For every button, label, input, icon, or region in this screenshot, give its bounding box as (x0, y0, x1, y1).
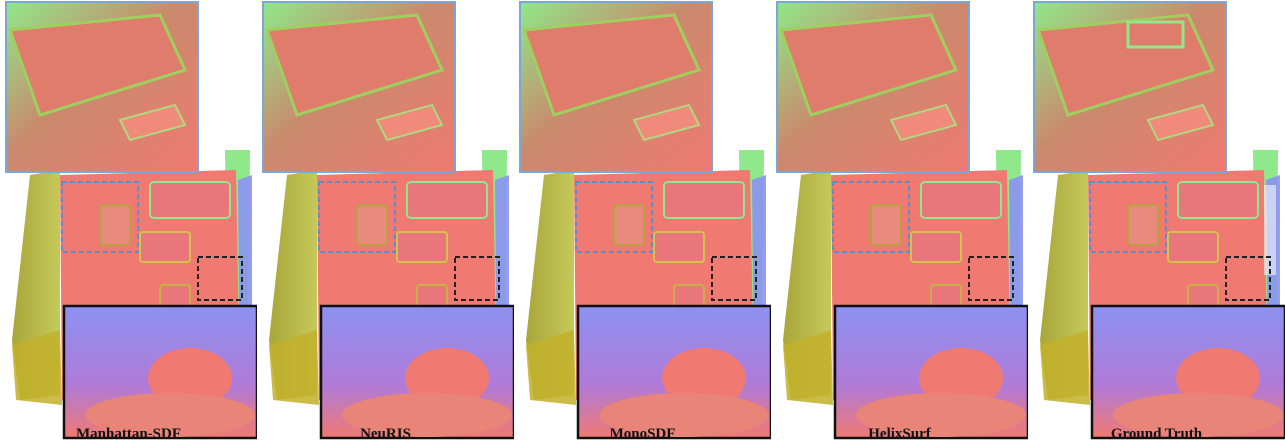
zoom-floor-blob (85, 393, 255, 437)
cabinet (356, 204, 388, 246)
chair (159, 284, 191, 308)
zoom-region-top (61, 181, 139, 253)
zoom-piano (521, 13, 702, 117)
panel-render (776, 1, 1028, 440)
method-caption: MonoSDF (609, 426, 676, 442)
chair (1187, 284, 1219, 308)
zoom-chair-seat (148, 348, 232, 408)
zoom-chair-seat (662, 348, 746, 408)
cabinet (99, 204, 131, 246)
panel-manhattan-sdf: Manhattan-SDF (0, 0, 257, 447)
zoom-region-top (832, 181, 910, 253)
zoom-region-bottom (1225, 256, 1271, 301)
method-caption: NeuRIS (360, 426, 411, 442)
table (1167, 231, 1219, 263)
zoom-chair-seat (1176, 348, 1260, 408)
zoom-floor-blob (856, 393, 1026, 437)
zoom-region-bottom (454, 256, 500, 301)
zoom-chair-seat (405, 348, 489, 408)
sofa (406, 181, 488, 219)
method-caption: Ground Truth (1110, 426, 1203, 442)
zoom-bench (375, 103, 444, 142)
zoom-piano (264, 13, 445, 117)
left-wall-lower (12, 330, 62, 405)
panel-ground-truth: Ground Truth (1028, 0, 1285, 447)
zoom-region-bottom (711, 256, 757, 301)
panel-render (1033, 1, 1285, 440)
cabinet (870, 204, 902, 246)
zoom-region-top (1089, 181, 1167, 253)
table (396, 231, 448, 263)
gt-holes (1264, 185, 1276, 275)
zoom-floor-blob (342, 393, 512, 437)
left-wall-lower (269, 330, 319, 405)
method-caption: HelixSurf (868, 426, 931, 442)
zoom-floor-blob (1113, 393, 1283, 437)
sofa (663, 181, 745, 219)
zoom-bench (632, 103, 701, 142)
panel-render (5, 1, 257, 440)
zoom-chair-seat (919, 348, 1003, 408)
panel-neuris: NeuRIS (257, 0, 514, 447)
panel-monosdf: MonoSDF (514, 0, 771, 447)
zoom-floor-blob (599, 393, 769, 437)
zoom-piano (1035, 13, 1216, 117)
left-wall-lower (783, 330, 833, 405)
zoom-bench (1146, 103, 1215, 142)
table (653, 231, 705, 263)
cabinet (1127, 204, 1159, 246)
zoom-piano (7, 13, 188, 117)
zoom-bench (118, 103, 187, 142)
table (910, 231, 962, 263)
panel-render (519, 1, 771, 440)
table (139, 231, 191, 263)
zoom-region-bottom (197, 256, 243, 301)
cabinet (613, 204, 645, 246)
zoom-region-top (575, 181, 653, 253)
zoom-music-stand (1126, 20, 1185, 49)
chair (416, 284, 448, 308)
sofa (920, 181, 1002, 219)
method-caption: Manhattan-SDF (75, 426, 181, 442)
chair (673, 284, 705, 308)
left-wall-lower (1040, 330, 1090, 405)
chair (930, 284, 962, 308)
sofa (149, 181, 231, 219)
sofa (1177, 181, 1259, 219)
panel-helixsurf: HelixSurf (771, 0, 1028, 447)
zoom-piano (778, 13, 959, 117)
left-wall-lower (526, 330, 576, 405)
zoom-region-bottom (968, 256, 1014, 301)
zoom-bench (889, 103, 958, 142)
zoom-region-top (318, 181, 396, 253)
panel-render (262, 1, 514, 440)
